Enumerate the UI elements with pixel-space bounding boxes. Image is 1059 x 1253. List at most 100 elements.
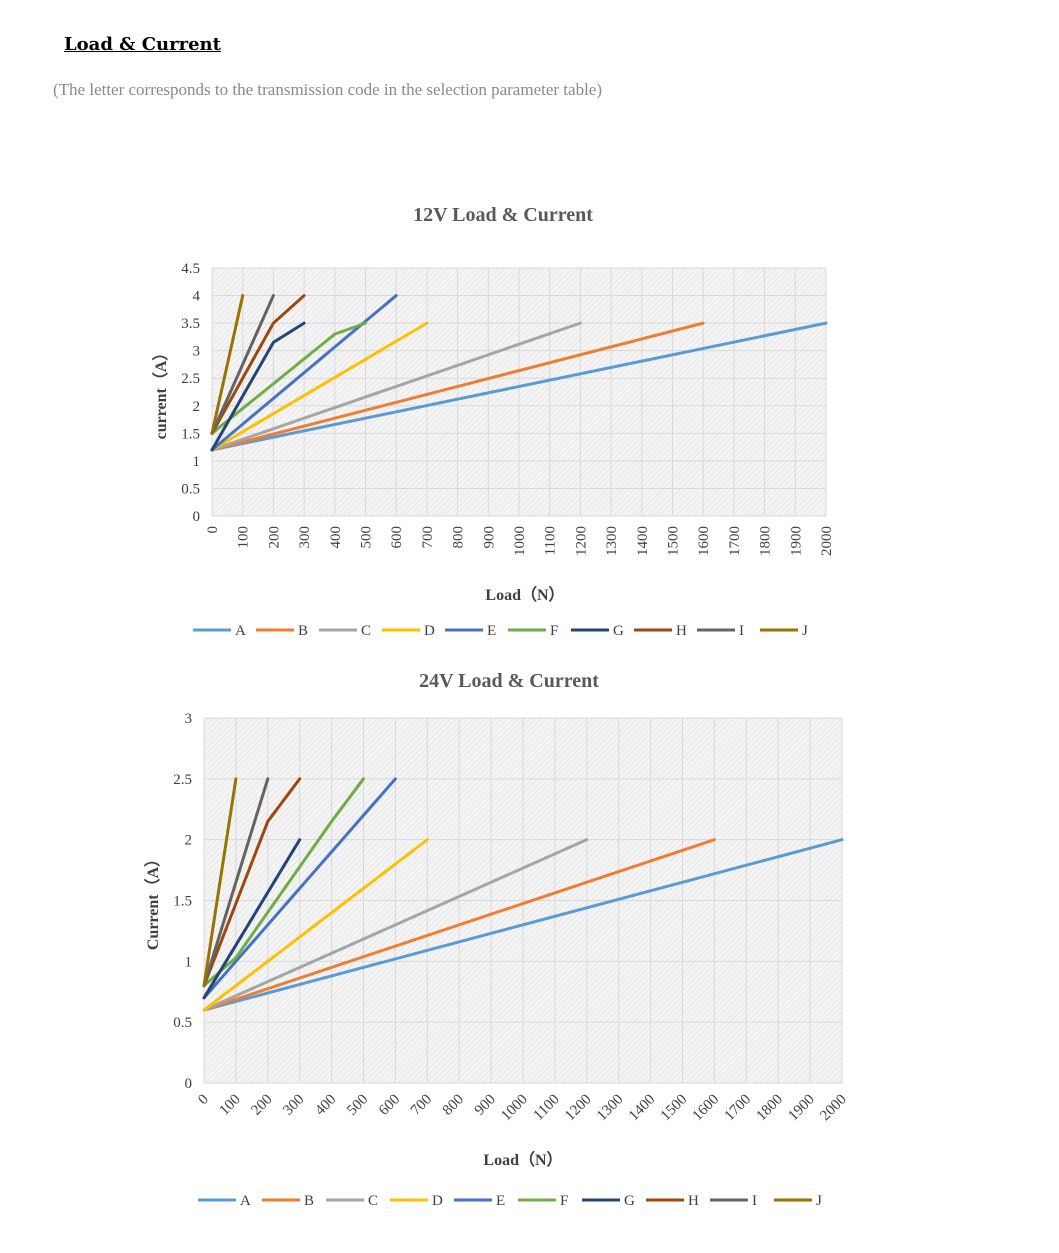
x-tick-label: 2000: [817, 1092, 850, 1125]
x-tick-label: 200: [266, 526, 282, 549]
y-tick-label: 0: [185, 1076, 193, 1092]
x-tick-label: 700: [420, 526, 436, 549]
series-line-e: [202, 777, 397, 1000]
legend-label-f: F: [560, 1193, 568, 1209]
x-tick-label: 1200: [562, 1092, 595, 1125]
y-tick-label: 1: [185, 954, 193, 970]
x-tick-label: 1900: [785, 1092, 818, 1125]
chart-12v: 12V Load & Current 0 0.5 1 1.5 2 2.5 3 3.5 4 4.5 0 1…: [152, 204, 835, 639]
x-tick-label: 0: [205, 526, 221, 534]
legend-label-c: C: [368, 1193, 378, 1209]
series-line-i: [202, 777, 270, 988]
legend-label-f: F: [550, 623, 558, 639]
x-tick-label: 200: [248, 1092, 275, 1119]
x-tick-label: 1600: [690, 1092, 723, 1125]
legend-label-h: H: [676, 623, 687, 639]
y-tick-label: 0: [193, 509, 201, 525]
x-tick-label: 300: [297, 526, 313, 549]
y-tick-label: 0.5: [181, 481, 200, 497]
series-line-d: [202, 838, 429, 1012]
x-tick-label: 100: [236, 526, 252, 549]
legend-label-d: D: [432, 1193, 443, 1209]
x-tick-label: 1300: [604, 526, 620, 556]
series-line-c: [210, 321, 582, 452]
x-tick-label: 400: [328, 526, 344, 549]
y-tick-label: 0.5: [173, 1015, 192, 1031]
x-tick-label: 500: [344, 1092, 371, 1119]
series-line-d: [210, 321, 429, 452]
legend-label-d: D: [424, 623, 435, 639]
legend-label-e: E: [496, 1193, 505, 1209]
series-line-b: [210, 321, 705, 452]
x-tick-label: 1700: [722, 1092, 755, 1125]
x-tick-label: 800: [451, 526, 467, 549]
legend-label-j: J: [816, 1193, 822, 1209]
series-line-h: [210, 294, 306, 435]
series-line-f: [210, 321, 367, 435]
series-line-c: [202, 838, 589, 1012]
x-tick-label: 100: [217, 1092, 244, 1119]
legend-label-a: A: [240, 1193, 251, 1209]
x-tick-label: 1200: [573, 526, 589, 556]
series-line-i: [210, 294, 275, 435]
series-line-j: [202, 777, 238, 988]
legend-label-e: E: [487, 623, 496, 639]
x-tick-label: 0: [195, 1092, 212, 1109]
chart-title: 12V Load & Current: [413, 204, 593, 226]
series-line-g: [202, 838, 302, 1000]
y-axis-label: Current（A）: [144, 851, 162, 950]
series-line-b: [202, 838, 716, 1012]
legend-label-b: B: [304, 1193, 314, 1209]
legend-label-h: H: [688, 1193, 699, 1209]
x-tick-label: 400: [312, 1092, 339, 1119]
x-axis-label: Load（N）: [483, 1151, 562, 1169]
x-tick-label: 600: [389, 526, 405, 549]
x-tick-label: 1400: [635, 526, 651, 556]
x-tick-label: 1000: [498, 1092, 531, 1125]
x-tick-label: 1900: [788, 526, 804, 556]
series-line-h: [202, 777, 302, 988]
x-tick-label: 500: [359, 526, 375, 549]
y-tick-label: 4.5: [181, 261, 200, 277]
x-axis-label: Load（N）: [485, 586, 564, 604]
x-tick-label: 1000: [512, 526, 528, 556]
x-tick-label: 1700: [727, 526, 743, 556]
legend-label-i: I: [739, 623, 744, 639]
x-tick-label: 1800: [758, 526, 774, 556]
x-tick-label: 900: [472, 1092, 499, 1119]
legend-label-i: I: [752, 1193, 757, 1209]
series-line-a: [210, 321, 828, 452]
x-tick-label: 800: [440, 1092, 467, 1119]
legend-label-g: G: [624, 1193, 635, 1209]
series-line-g: [210, 321, 306, 452]
x-tick-label: 1100: [531, 1092, 563, 1124]
y-tick-label: 3.5: [181, 316, 200, 332]
x-tick-label: 1800: [754, 1092, 787, 1125]
legend-label-a: A: [235, 623, 246, 639]
x-tick-label: 700: [408, 1092, 435, 1119]
y-tick-label: 3: [193, 344, 201, 360]
x-tick-label: 300: [280, 1092, 307, 1119]
y-tick-label: 2.5: [181, 371, 200, 387]
legend-label-j: J: [802, 623, 808, 639]
page-note: (The letter corresponds to the transmiss…: [53, 80, 602, 99]
legend-label-c: C: [361, 623, 371, 639]
y-tick-label: 1.5: [181, 426, 200, 442]
chart-title: 24V Load & Current: [419, 670, 599, 692]
y-tick-label: 2: [193, 399, 201, 415]
x-tick-label: 600: [376, 1092, 403, 1119]
legend-label-g: G: [613, 623, 624, 639]
x-tick-label: 1100: [543, 526, 559, 555]
y-tick-label: 1.5: [173, 894, 192, 910]
x-tick-label: 1500: [658, 1092, 691, 1125]
x-tick-label: 1300: [594, 1092, 627, 1125]
series-line-e: [210, 294, 398, 452]
series-line-j: [210, 294, 245, 435]
y-axis-label: current（A）: [152, 345, 170, 440]
y-tick-label: 4: [193, 289, 201, 305]
series-line-a: [202, 838, 844, 1012]
y-tick-label: 2.5: [173, 772, 192, 788]
y-tick-label: 2: [185, 833, 193, 849]
page-heading: Load & Current: [64, 34, 221, 55]
chart-24v: 24V Load & Current 0 0.5 1 1.5 2 2.5 3 0 100 200 30…: [144, 670, 850, 1209]
